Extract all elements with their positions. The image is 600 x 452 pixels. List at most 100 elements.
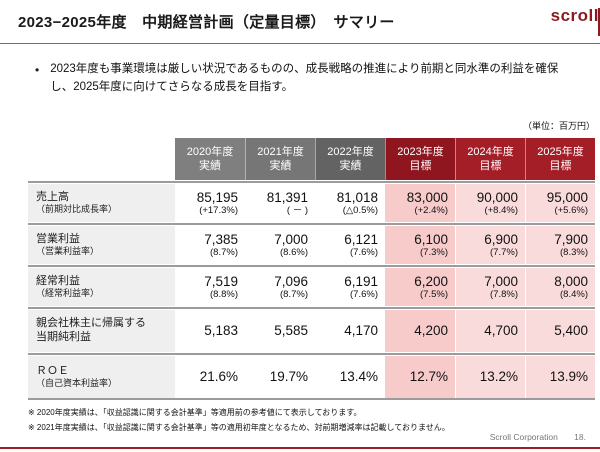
value-cell: 81,391 ( － ) bbox=[245, 184, 315, 222]
footnote-2021: ※ 2021年度実績は、「収益認識に関する会計基準」等の適用初年度となるため、対… bbox=[28, 423, 450, 433]
value: 6,100 bbox=[414, 231, 448, 247]
value-cell: 12.7% bbox=[385, 356, 455, 398]
sub-value: (7.8%) bbox=[490, 289, 518, 301]
row-sublabel: （経常利益率） bbox=[36, 288, 100, 299]
row-label: 経常利益 bbox=[36, 274, 80, 287]
column-year: 2025年度 bbox=[537, 145, 584, 158]
table-row-net-sales: 売上高 （前期対比成長率） 85,195 (+17.3%) 81,391 ( －… bbox=[28, 184, 595, 222]
value: 85,195 bbox=[196, 189, 238, 205]
table-row-net-income: 親会社株主に帰属する 当期純利益 5,183 5,585 4,170 4,200… bbox=[28, 310, 595, 352]
value: 6,900 bbox=[484, 231, 518, 247]
sub-value: (+8.4%) bbox=[484, 205, 518, 217]
value-cell: 4,170 bbox=[315, 310, 385, 352]
column-type: 実績 bbox=[269, 160, 292, 172]
company-name: Scroll Corporation bbox=[489, 432, 558, 442]
unit-note: （単位：百万円） bbox=[522, 121, 595, 131]
column-type: 実績 bbox=[339, 160, 362, 172]
sub-value: (7.3%) bbox=[420, 247, 448, 259]
value-cell: 5,400 bbox=[525, 310, 595, 352]
value: 4,700 bbox=[484, 323, 518, 339]
value: 7,000 bbox=[274, 231, 308, 247]
value-cell: 5,183 bbox=[175, 310, 245, 352]
column-type: 目標 bbox=[549, 160, 572, 172]
value: 5,183 bbox=[204, 323, 238, 339]
value-cell: 95,000 (+5.6%) bbox=[525, 184, 595, 222]
value-cell: 4,700 bbox=[455, 310, 525, 352]
table-row-roe: ＲＯＥ （自己資本利益率） 21.6% 19.7% 13.4% 12.7% 13… bbox=[28, 356, 595, 398]
value-cell: 7,000 (8.6%) bbox=[245, 226, 315, 264]
summary-bullet: • 2023年度も事業環境は厳しい状況であるものの、成長戦略の推進により前期と同… bbox=[35, 61, 563, 97]
sub-value: (7.6%) bbox=[350, 247, 378, 259]
value: 13.2% bbox=[479, 369, 518, 385]
row-divider bbox=[28, 306, 595, 310]
column-year: 2020年度 bbox=[186, 145, 234, 158]
row-label-line2: 当期純利益 bbox=[36, 331, 91, 343]
financial-table: 2020年度 実績 2021年度 実績 2022年度 実績 2023年度 目標 … bbox=[28, 138, 595, 400]
footnotes: ※ 2020年度実績は、「収益認識に関する会計基準」等適用前の参考値にて表示して… bbox=[28, 405, 583, 435]
sub-value: (8.7%) bbox=[210, 247, 238, 259]
row-label-cell: 売上高 （前期対比成長率） bbox=[28, 184, 175, 222]
value-cell: 19.7% bbox=[245, 356, 315, 398]
value-cell: 7,385 (8.7%) bbox=[175, 226, 245, 264]
value: 12.7% bbox=[409, 369, 448, 385]
value: 4,170 bbox=[344, 323, 378, 339]
value-cell: 6,100 (7.3%) bbox=[385, 226, 455, 264]
value: 7,900 bbox=[554, 231, 588, 247]
value-cell: 13.9% bbox=[525, 356, 595, 398]
row-label-cell: 営業利益 （営業利益率） bbox=[28, 226, 175, 264]
value-cell: 83,000 (+2.4%) bbox=[385, 184, 455, 222]
sub-value: (+5.6%) bbox=[554, 205, 588, 217]
value-cell: 6,191 (7.6%) bbox=[315, 268, 385, 306]
value-cell: 6,200 (7.5%) bbox=[385, 268, 455, 306]
sub-value: (8.3%) bbox=[560, 247, 588, 259]
column-header-2022-actual: 2022年度 実績 bbox=[315, 138, 385, 180]
bullet-icon: • bbox=[35, 63, 40, 77]
value-cell: 7,000 (7.8%) bbox=[455, 268, 525, 306]
value-cell: 5,585 bbox=[245, 310, 315, 352]
bottom-accent-rule bbox=[0, 447, 600, 449]
value-cell: 85,195 (+17.3%) bbox=[175, 184, 245, 222]
sub-value: (8.8%) bbox=[210, 289, 238, 301]
value: 8,000 bbox=[554, 273, 588, 289]
sub-value: (7.5%) bbox=[420, 289, 448, 301]
row-label: 売上高 bbox=[36, 190, 69, 203]
row-divider bbox=[28, 352, 595, 356]
value: 5,585 bbox=[274, 323, 308, 339]
value-cell: 6,900 (7.7%) bbox=[455, 226, 525, 264]
column-year: 2022年度 bbox=[327, 145, 374, 158]
table-row-operating-income: 営業利益 （営業利益率） 7,385 (8.7%) 7,000 (8.6%) 6… bbox=[28, 226, 595, 264]
row-divider bbox=[28, 180, 595, 184]
page-title: 2023−2025年度 中期経営計画（定量目標） サマリー bbox=[18, 14, 395, 31]
summary-text: 2023年度も事業環境は厳しい状況であるものの、成長戦略の推進により前期と同水準… bbox=[50, 63, 559, 93]
row-divider bbox=[28, 264, 595, 268]
value-cell: 7,519 (8.8%) bbox=[175, 268, 245, 306]
value: 81,391 bbox=[266, 189, 308, 205]
value: 7,096 bbox=[274, 273, 308, 289]
row-label-cell: 経常利益 （経常利益率） bbox=[28, 268, 175, 306]
value: 6,191 bbox=[344, 273, 378, 289]
value: 4,200 bbox=[414, 323, 448, 339]
row-label-cell: ＲＯＥ （自己資本利益率） bbox=[28, 356, 175, 398]
sub-value: (8.6%) bbox=[280, 247, 308, 259]
sub-value: (+2.4%) bbox=[414, 205, 448, 217]
table-bottom-border bbox=[28, 398, 595, 400]
row-label: 親会社株主に帰属する bbox=[36, 317, 146, 330]
value: 90,000 bbox=[476, 189, 518, 205]
table-header-row: 2020年度 実績 2021年度 実績 2022年度 実績 2023年度 目標 … bbox=[28, 138, 595, 180]
table-row-ordinary-income: 経常利益 （経常利益率） 7,519 (8.8%) 7,096 (8.7%) 6… bbox=[28, 268, 595, 306]
sub-value: (8.4%) bbox=[560, 289, 588, 301]
value-cell: 8,000 (8.4%) bbox=[525, 268, 595, 306]
value-cell: 21.6% bbox=[175, 356, 245, 398]
column-year: 2023年度 bbox=[397, 145, 444, 158]
value-cell: 4,200 bbox=[385, 310, 455, 352]
column-header-2020-actual: 2020年度 実績 bbox=[175, 138, 245, 180]
value-cell: 7,900 (8.3%) bbox=[525, 226, 595, 264]
value: 7,519 bbox=[204, 273, 238, 289]
column-type: 目標 bbox=[479, 160, 502, 172]
column-year: 2024年度 bbox=[467, 145, 514, 158]
sub-value: (8.7%) bbox=[280, 289, 308, 301]
value-cell: 6,121 (7.6%) bbox=[315, 226, 385, 264]
column-header-2023-target: 2023年度 目標 bbox=[385, 138, 455, 180]
value: 7,000 bbox=[484, 273, 518, 289]
column-year: 2021年度 bbox=[257, 145, 304, 158]
